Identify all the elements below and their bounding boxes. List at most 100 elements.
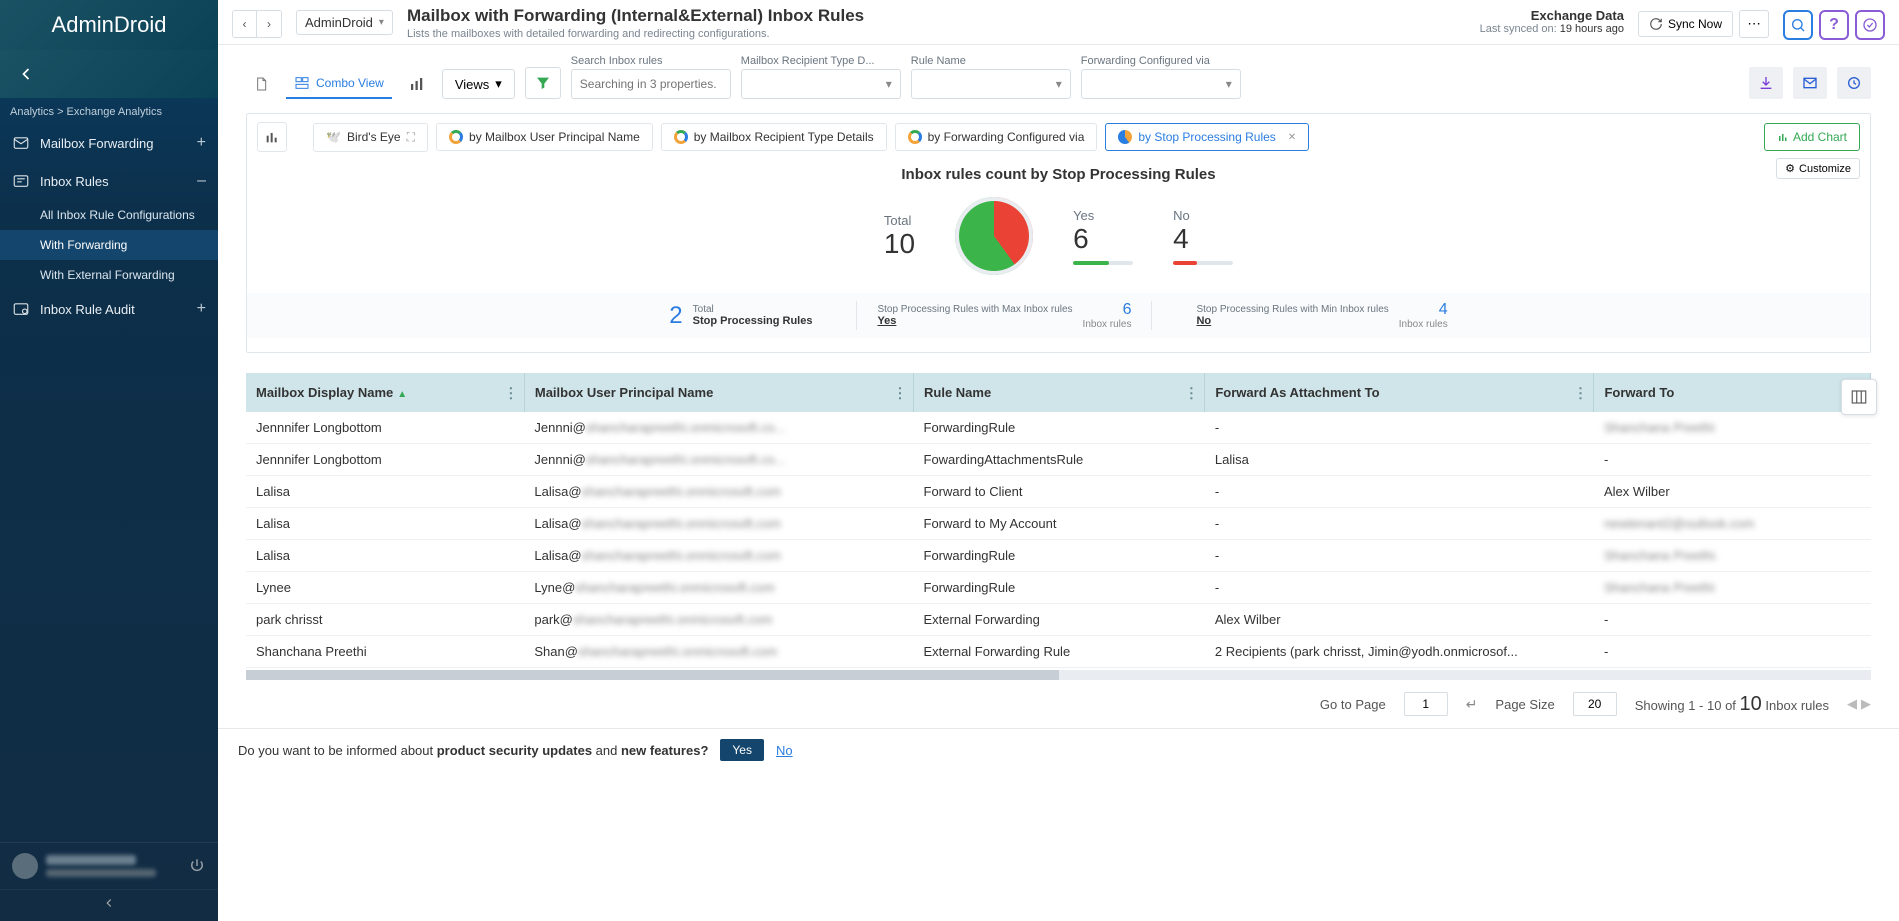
- column-label: Forward As Attachment To: [1215, 385, 1379, 400]
- views-dropdown[interactable]: Views ▾: [442, 69, 515, 99]
- filter-select[interactable]: ▾: [911, 69, 1071, 99]
- table-row[interactable]: LalisaLalisa@shancharapreethi.onmicrosof…: [246, 508, 1871, 540]
- stat-number: 6: [1083, 301, 1132, 319]
- stat-number: 4: [1399, 301, 1448, 319]
- metric-yes: Yes 6: [1073, 208, 1133, 265]
- column-label: Mailbox Display Name: [256, 385, 393, 400]
- history-back-button[interactable]: ‹: [233, 11, 257, 37]
- tab-label: by Mailbox Recipient Type Details: [694, 130, 874, 144]
- nav-inbox-rule-audit[interactable]: Inbox Rule Audit +: [0, 290, 218, 328]
- column-menu-icon[interactable]: ⋮: [504, 384, 518, 401]
- filter-recipient-type: Mailbox Recipient Type D... ▾: [741, 55, 901, 99]
- alert-icon[interactable]: [1837, 67, 1871, 99]
- nav-sub-external-forwarding[interactable]: With External Forwarding: [0, 260, 218, 290]
- metric-value: 10: [884, 228, 915, 260]
- column-header[interactable]: Mailbox Display Name▲⋮: [246, 373, 524, 412]
- gear-icon: ⚙: [1785, 162, 1795, 175]
- tab-by-principal-name[interactable]: by Mailbox User Principal Name: [436, 123, 653, 151]
- chart-bars-icon[interactable]: [257, 122, 287, 152]
- goto-input[interactable]: [1404, 692, 1448, 716]
- pagesize-input[interactable]: [1573, 692, 1617, 716]
- cell-display-name: Jennnifer Longbottom: [246, 412, 524, 444]
- history-forward-button[interactable]: ›: [257, 11, 281, 37]
- ring-icon: [449, 130, 463, 144]
- sync-now-button[interactable]: Sync Now: [1638, 11, 1733, 37]
- filter-select[interactable]: ▾: [741, 69, 901, 99]
- column-menu-icon[interactable]: ⋮: [1184, 384, 1198, 401]
- document-icon[interactable]: [246, 69, 276, 99]
- help-icon[interactable]: ?: [1819, 10, 1849, 40]
- filter-button[interactable]: [525, 67, 561, 99]
- filter-forwarding-via: Forwarding Configured via ▾: [1081, 55, 1241, 99]
- cell-forward-to: Alex Wilber: [1594, 476, 1871, 508]
- stat-number: 2: [669, 302, 682, 330]
- cell-forward-to: Shanchana Preethi: [1594, 412, 1871, 444]
- search-input[interactable]: [571, 69, 731, 99]
- combo-view-tab[interactable]: Combo View: [286, 69, 392, 99]
- chart-view-icon[interactable]: [402, 69, 432, 99]
- close-icon[interactable]: ✕: [1288, 132, 1296, 143]
- tab-by-forwarding-via[interactable]: by Forwarding Configured via: [895, 123, 1098, 151]
- cell-forward-to: Shanchana Preethi.: [1594, 540, 1871, 572]
- table-row[interactable]: Jennnifer LongbottomJennni@shancharapree…: [246, 444, 1871, 476]
- search-icon[interactable]: [1783, 10, 1813, 40]
- column-chooser-button[interactable]: [1841, 379, 1877, 415]
- footer-text: Do you want to be informed about product…: [238, 743, 708, 758]
- prev-page-button[interactable]: ◀: [1847, 696, 1857, 712]
- sync-now-label: Sync Now: [1668, 17, 1722, 31]
- add-chart-button[interactable]: Add Chart: [1764, 123, 1860, 151]
- table-row[interactable]: park chrisstpark@shancharapreethi.onmicr…: [246, 604, 1871, 636]
- cell-rule-name: ForwardingRule: [914, 540, 1205, 572]
- tab-by-stop-processing[interactable]: by Stop Processing Rules ✕: [1105, 123, 1309, 151]
- cell-rule-name: External Forwarding Rule: [914, 636, 1205, 668]
- table-row[interactable]: LalisaLalisa@shancharapreethi.onmicrosof…: [246, 540, 1871, 572]
- cell-forward-attachment: 2 Recipients (park chrisst, Jimin@yodh.o…: [1205, 636, 1594, 668]
- column-header[interactable]: Mailbox User Principal Name⋮: [524, 373, 913, 412]
- chart-card: 🕊️ Bird's Eye ⛶ by Mailbox User Principa…: [246, 113, 1871, 353]
- column-label: Rule Name: [924, 385, 991, 400]
- nav-sub-with-forwarding[interactable]: With Forwarding: [0, 230, 218, 260]
- showing-text: Showing 1 - 10 of 10 Inbox rules: [1635, 693, 1829, 716]
- horizontal-scrollbar[interactable]: [246, 670, 1871, 680]
- column-menu-icon[interactable]: ⋮: [893, 384, 907, 401]
- table-row[interactable]: Shanchana PreethiShan@shancharapreethi.o…: [246, 636, 1871, 668]
- nav-sub-all-configs[interactable]: All Inbox Rule Configurations: [0, 200, 218, 230]
- user-avatar[interactable]: [12, 853, 38, 879]
- check-icon[interactable]: [1855, 10, 1885, 40]
- table-row[interactable]: Jennnifer LongbottomJennni@shancharapree…: [246, 412, 1871, 444]
- nav-mailbox-forwarding[interactable]: Mailbox Forwarding +: [0, 124, 218, 162]
- page-title: Mailbox with Forwarding (Internal&Extern…: [407, 6, 1466, 26]
- footer-no-link[interactable]: No: [776, 743, 793, 758]
- sidebar-back-button[interactable]: [0, 50, 218, 98]
- column-header[interactable]: Forward To⋮: [1594, 373, 1871, 412]
- enter-icon[interactable]: ↵: [1466, 696, 1478, 713]
- next-page-button[interactable]: ▶: [1861, 696, 1871, 712]
- filter-select[interactable]: ▾: [1081, 69, 1241, 99]
- table-row[interactable]: LyneeLyne@shancharapreethi.onmicrosoft.c…: [246, 572, 1871, 604]
- bird-icon: 🕊️: [326, 130, 341, 144]
- pie-icon: [1118, 130, 1132, 144]
- sync-status: Exchange Data Last synced on: 19 hours a…: [1480, 8, 1624, 35]
- sidebar: AdminDroid Analytics > Exchange Analytic…: [0, 0, 218, 921]
- goto-label: Go to Page: [1320, 697, 1386, 712]
- column-header[interactable]: Rule Name ⋮: [914, 373, 1205, 412]
- customize-button[interactable]: ⚙ Customize: [1776, 158, 1860, 179]
- sidebar-collapse-button[interactable]: [0, 889, 218, 921]
- nav-label: Mailbox Forwarding: [40, 136, 153, 151]
- breadcrumb-chip[interactable]: AdminDroid ▾: [296, 10, 393, 35]
- tab-by-recipient-type[interactable]: by Mailbox Recipient Type Details: [661, 123, 887, 151]
- table-row[interactable]: LalisaLalisa@shancharapreethi.onmicrosof…: [246, 476, 1871, 508]
- tab-birds-eye[interactable]: 🕊️ Bird's Eye ⛶: [313, 123, 428, 152]
- power-icon[interactable]: [188, 857, 206, 875]
- footer-yes-button[interactable]: Yes: [720, 739, 764, 761]
- ring-icon: [908, 130, 922, 144]
- cell-display-name: Jennnifer Longbottom: [246, 444, 524, 476]
- filter-label: Mailbox Recipient Type D...: [741, 55, 901, 67]
- column-menu-icon[interactable]: ⋮: [1573, 384, 1587, 401]
- nav-inbox-rules[interactable]: Inbox Rules –: [0, 162, 218, 200]
- more-actions-button[interactable]: ⋯: [1739, 10, 1769, 38]
- column-header[interactable]: Forward As Attachment To ⋮: [1205, 373, 1594, 412]
- email-icon[interactable]: [1793, 67, 1827, 99]
- download-icon[interactable]: [1749, 67, 1783, 99]
- caret-down-icon: ▾: [379, 17, 384, 28]
